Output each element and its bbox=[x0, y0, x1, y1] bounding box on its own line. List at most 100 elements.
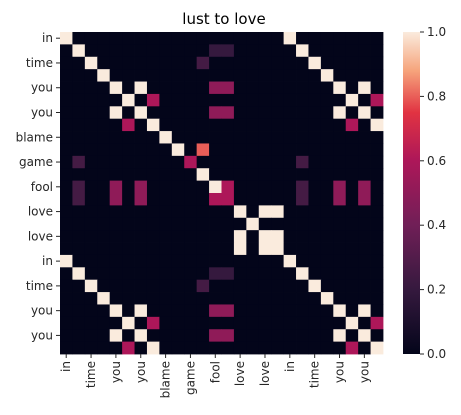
heatmap-cell bbox=[122, 56, 135, 70]
heatmap-cell bbox=[345, 217, 359, 231]
heatmap-cell bbox=[296, 267, 309, 281]
heatmap-cell bbox=[358, 217, 371, 231]
heatmap-cell bbox=[196, 81, 210, 95]
heatmap-cell bbox=[271, 254, 285, 268]
heatmap-cell bbox=[60, 254, 73, 268]
heatmap-cell bbox=[283, 329, 297, 343]
heatmap-cell bbox=[296, 217, 309, 231]
heatmap-cell bbox=[233, 180, 247, 194]
heatmap-cell bbox=[184, 155, 198, 169]
heatmap-cell bbox=[258, 155, 272, 169]
heatmap-cell bbox=[258, 279, 272, 293]
heatmap-cell bbox=[233, 254, 247, 268]
heatmap-cell bbox=[221, 69, 235, 82]
heatmap-cell bbox=[84, 242, 98, 256]
heatmap-cell bbox=[196, 131, 210, 144]
heatmap-cell bbox=[271, 193, 285, 206]
heatmap-cell bbox=[370, 267, 384, 281]
heatmap-cell bbox=[196, 254, 210, 268]
heatmap-cell bbox=[233, 193, 247, 206]
heatmap-cell bbox=[308, 329, 322, 343]
heatmap-cell bbox=[358, 254, 371, 268]
heatmap-cell bbox=[358, 56, 371, 70]
heatmap-cell bbox=[333, 44, 347, 58]
heatmap-cell bbox=[246, 155, 260, 169]
heatmap-cell bbox=[72, 56, 86, 70]
heatmap-cell bbox=[283, 193, 297, 206]
heatmap-cell bbox=[72, 267, 86, 281]
heatmap-cell bbox=[60, 56, 73, 70]
heatmap-cell bbox=[171, 93, 185, 107]
heatmap-cell bbox=[345, 180, 359, 194]
heatmap-cell bbox=[370, 93, 384, 107]
heatmap-cell bbox=[97, 217, 111, 231]
heatmap-cell bbox=[159, 304, 173, 318]
heatmap-cell bbox=[109, 279, 123, 293]
heatmap-cell bbox=[171, 56, 185, 70]
heatmap-cell bbox=[258, 230, 272, 243]
heatmap-cell bbox=[283, 217, 297, 231]
heatmap-cell bbox=[358, 168, 371, 182]
heatmap-cell bbox=[196, 44, 210, 58]
heatmap-cell bbox=[122, 193, 135, 206]
heatmap-cell bbox=[134, 217, 148, 231]
heatmap-cell bbox=[97, 44, 111, 58]
heatmap-cell bbox=[333, 193, 347, 206]
heatmap-cell bbox=[246, 56, 260, 70]
heatmap-cell bbox=[146, 341, 160, 355]
heatmap-cell bbox=[209, 168, 222, 182]
heatmap-cell bbox=[221, 93, 235, 107]
heatmap-cell bbox=[283, 242, 297, 256]
heatmap-cell bbox=[370, 217, 384, 231]
heatmap-cell bbox=[283, 267, 297, 281]
heatmap-cell bbox=[233, 81, 247, 95]
row-tick-label: you bbox=[31, 328, 53, 342]
heatmap-cell bbox=[109, 217, 123, 231]
row-tick-label: game bbox=[19, 155, 53, 169]
heatmap-cell bbox=[146, 168, 160, 182]
heatmap-cell bbox=[184, 69, 198, 82]
heatmap-cell bbox=[320, 205, 334, 219]
heatmap-cell bbox=[72, 193, 86, 206]
heatmap-cell bbox=[320, 56, 334, 70]
heatmap-cell bbox=[146, 242, 160, 256]
heatmap-cell bbox=[97, 93, 111, 107]
heatmap-cell bbox=[333, 267, 347, 281]
heatmap-cell bbox=[358, 304, 371, 318]
heatmap-cell bbox=[159, 292, 173, 305]
heatmap-cell bbox=[60, 292, 73, 305]
heatmap-cell bbox=[171, 69, 185, 82]
heatmap-cell bbox=[159, 242, 173, 256]
heatmap-cell bbox=[345, 168, 359, 182]
heatmap-cell bbox=[84, 254, 98, 268]
heatmap-cell bbox=[246, 254, 260, 268]
heatmap-cell bbox=[333, 168, 347, 182]
heatmap-cell bbox=[358, 329, 371, 343]
heatmap-cell bbox=[97, 254, 111, 268]
heatmap-cell bbox=[72, 329, 86, 343]
heatmap-cell bbox=[246, 242, 260, 256]
heatmap-cell bbox=[134, 193, 148, 206]
heatmap-cell bbox=[196, 118, 210, 132]
heatmap-cell bbox=[159, 155, 173, 169]
heatmap-cell bbox=[283, 292, 297, 305]
heatmap-cell bbox=[296, 292, 309, 305]
heatmap-cell bbox=[60, 205, 73, 219]
heatmap-cell bbox=[171, 205, 185, 219]
heatmap-cell bbox=[308, 341, 322, 355]
heatmap-cell bbox=[258, 217, 272, 231]
heatmap-cell bbox=[333, 118, 347, 132]
heatmap-cell bbox=[345, 205, 359, 219]
heatmap-cell bbox=[283, 316, 297, 330]
heatmap-cell bbox=[283, 180, 297, 194]
heatmap-cell bbox=[171, 44, 185, 58]
heatmap-cell bbox=[159, 193, 173, 206]
heatmap-cell bbox=[72, 69, 86, 82]
heatmap-cell bbox=[122, 168, 135, 182]
column-tick-label: you bbox=[357, 361, 371, 383]
heatmap-cell bbox=[134, 44, 148, 58]
heatmap-cell bbox=[320, 341, 334, 355]
heatmap-cell bbox=[84, 118, 98, 132]
heatmap-cell bbox=[109, 131, 123, 144]
heatmap-cell bbox=[221, 143, 235, 157]
